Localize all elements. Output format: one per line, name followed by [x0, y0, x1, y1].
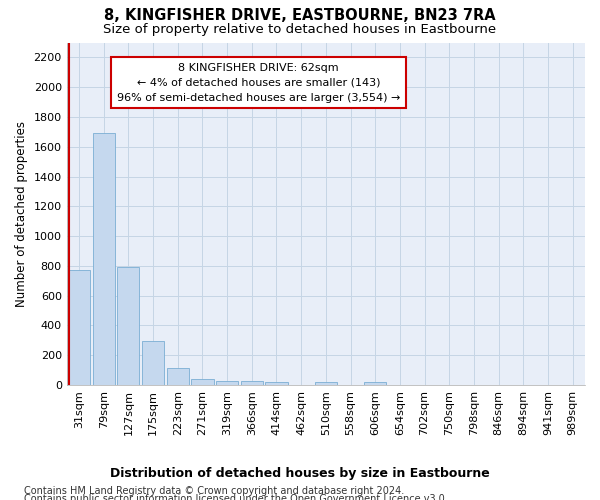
Bar — [167, 368, 189, 385]
Bar — [117, 266, 139, 385]
Text: 8 KINGFISHER DRIVE: 62sqm
← 4% of detached houses are smaller (143)
96% of semi-: 8 KINGFISHER DRIVE: 62sqm ← 4% of detach… — [117, 63, 400, 102]
Bar — [92, 134, 115, 385]
Text: 8, KINGFISHER DRIVE, EASTBOURNE, BN23 7RA: 8, KINGFISHER DRIVE, EASTBOURNE, BN23 7R… — [104, 8, 496, 22]
Text: Distribution of detached houses by size in Eastbourne: Distribution of detached houses by size … — [110, 468, 490, 480]
Bar — [142, 341, 164, 385]
Bar — [265, 382, 287, 385]
Y-axis label: Number of detached properties: Number of detached properties — [15, 121, 28, 307]
Text: Size of property relative to detached houses in Eastbourne: Size of property relative to detached ho… — [103, 22, 497, 36]
Bar — [191, 379, 214, 385]
Text: Contains public sector information licensed under the Open Government Licence v3: Contains public sector information licen… — [24, 494, 448, 500]
Bar — [241, 381, 263, 385]
Bar — [216, 380, 238, 385]
Bar — [364, 382, 386, 385]
Bar — [68, 270, 90, 385]
Bar — [315, 382, 337, 385]
Text: Contains HM Land Registry data © Crown copyright and database right 2024.: Contains HM Land Registry data © Crown c… — [24, 486, 404, 496]
